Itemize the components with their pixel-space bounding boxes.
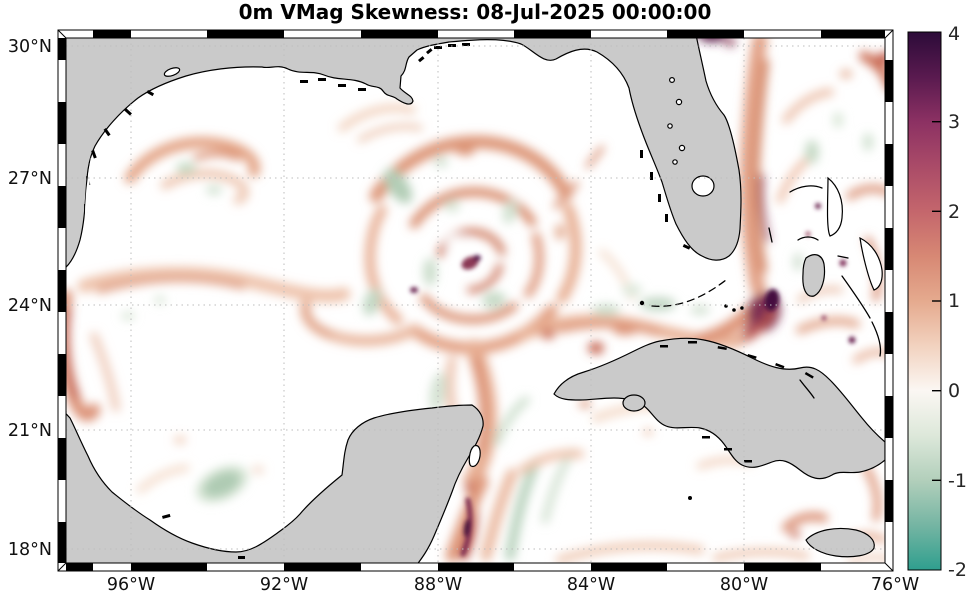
lon-tick-label: 92°W <box>260 575 308 595</box>
colorbar-tick-label: 4 <box>948 23 960 45</box>
plot-title: 0m VMag Skewness: 08-Jul-2025 00:00:00 <box>239 0 712 24</box>
colorbar-labels: 4 3 2 1 0 -1 -2 <box>948 23 967 581</box>
land-masses <box>66 38 885 563</box>
lat-tick-label: 21°N <box>8 421 52 441</box>
colorbar-tick-label: 0 <box>948 380 960 402</box>
colorbar-tick-label: 1 <box>948 290 960 312</box>
lon-tick-label: 84°W <box>567 575 615 595</box>
lat-tick-label: 27°N <box>8 169 52 189</box>
florida-keys <box>651 279 727 307</box>
lon-tick-label: 76°W <box>871 575 919 595</box>
land-cuba <box>553 337 885 480</box>
lat-tick-label: 18°N <box>8 540 52 560</box>
skewness-extremes <box>410 203 856 557</box>
lon-tick-label: 88°W <box>414 575 462 595</box>
lon-tick-label: 96°W <box>107 575 155 595</box>
lat-tick-label: 24°N <box>8 296 52 316</box>
graticule <box>66 38 885 563</box>
dry-tortugas <box>639 300 645 306</box>
lon-tick-label: 80°W <box>720 575 768 595</box>
skewness-field <box>66 38 885 563</box>
map-area <box>66 38 885 563</box>
colorbar-ticks <box>932 120 941 481</box>
colorbar-tick-label: -2 <box>948 559 967 581</box>
lon-axis-labels: 96°W 92°W 88°W 84°W 80°W 76°W <box>107 575 919 595</box>
island-cozumel <box>468 444 481 468</box>
colorbar-tick-label: 2 <box>948 201 960 223</box>
land-jamaica <box>805 527 875 558</box>
colorbar-tick-label: 3 <box>948 111 960 133</box>
island-isla-juventud <box>622 394 646 412</box>
lake-okeechobee <box>691 175 715 197</box>
bahamas-outlines <box>768 176 883 399</box>
lat-axis-labels: 30°N 27°N 24°N 21°N 18°N <box>8 37 52 560</box>
map-frame <box>57 29 894 572</box>
lat-tick-label: 30°N <box>8 37 52 57</box>
lakes <box>66 67 715 413</box>
land-us-gulf-coast-florida <box>66 38 742 268</box>
island-andros <box>802 254 826 297</box>
land-mexico-yucatan <box>66 404 484 563</box>
colorbar-tick-label: -1 <box>948 470 967 492</box>
colorbar: 4 3 2 1 0 -1 -2 <box>907 23 967 581</box>
